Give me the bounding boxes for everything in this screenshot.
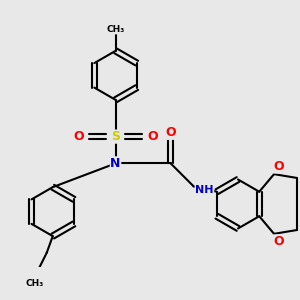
Text: S: S [111,130,120,143]
Text: O: O [74,130,84,143]
Text: O: O [273,160,284,173]
Text: NH: NH [195,185,214,195]
Text: O: O [147,130,158,143]
Text: O: O [165,126,176,139]
Text: CH₃: CH₃ [25,279,44,288]
Text: O: O [273,235,284,248]
Text: CH₃: CH₃ [106,25,125,34]
Text: N: N [110,157,121,170]
